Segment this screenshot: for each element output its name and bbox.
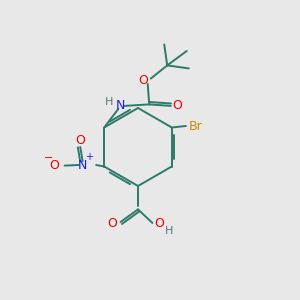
Text: N: N (78, 158, 87, 172)
Text: O: O (75, 134, 85, 147)
Text: O: O (154, 217, 164, 230)
Text: N: N (116, 99, 125, 112)
Text: Br: Br (189, 119, 202, 133)
Text: O: O (108, 217, 118, 230)
Text: +: + (85, 152, 93, 162)
Text: H: H (105, 97, 113, 107)
Text: H: H (165, 226, 173, 236)
Text: −: − (44, 153, 53, 163)
Text: O: O (139, 74, 148, 87)
Text: O: O (172, 99, 182, 112)
Text: O: O (49, 158, 58, 172)
